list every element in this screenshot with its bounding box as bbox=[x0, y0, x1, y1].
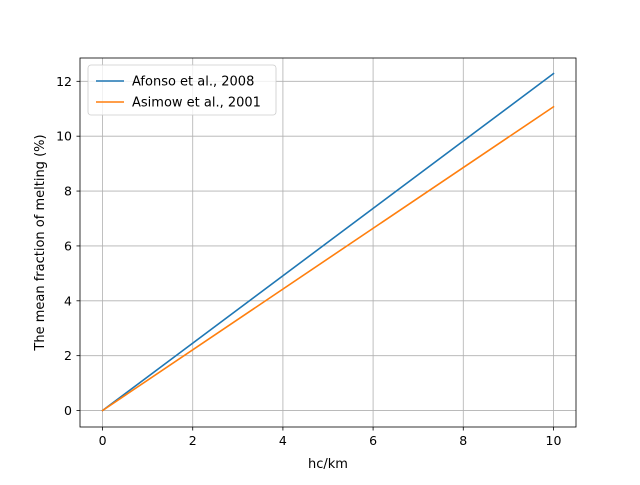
x-tick-label: 6 bbox=[369, 433, 377, 448]
series-line-2 bbox=[101, 105, 555, 412]
plot-frame bbox=[79, 57, 577, 428]
series-layer bbox=[101, 72, 555, 412]
ticks: 0 2 4 6 8 10 0 2 4 6 8 10 12 bbox=[56, 74, 561, 448]
y-tick-label: 8 bbox=[64, 184, 72, 199]
y-tick-label: 12 bbox=[56, 74, 72, 89]
legend-label-1: Afonso et al., 2008 bbox=[132, 75, 254, 90]
y-tick-label: 2 bbox=[64, 348, 72, 363]
y-tick-label: 6 bbox=[64, 238, 72, 253]
y-axis-label: The mean fraction of melting (%) bbox=[33, 134, 48, 351]
y-tick-label: 4 bbox=[64, 293, 72, 308]
x-axis-label: hc/km bbox=[308, 457, 348, 472]
y-tick-label: 0 bbox=[64, 403, 72, 418]
x-tick-label: 8 bbox=[459, 433, 467, 448]
legend-box bbox=[87, 64, 277, 116]
grid bbox=[80, 58, 576, 427]
legend: Afonso et al., 2008 Asimow et al., 2001 bbox=[87, 64, 277, 116]
y-tick-label: 10 bbox=[56, 129, 72, 144]
x-tick-label: 4 bbox=[279, 433, 287, 448]
x-tick-label: 0 bbox=[99, 433, 107, 448]
x-tick-label: 2 bbox=[189, 433, 197, 448]
legend-label-2: Asimow et al., 2001 bbox=[132, 96, 261, 111]
x-tick-label: 10 bbox=[546, 433, 562, 448]
series-line-1 bbox=[101, 72, 555, 412]
